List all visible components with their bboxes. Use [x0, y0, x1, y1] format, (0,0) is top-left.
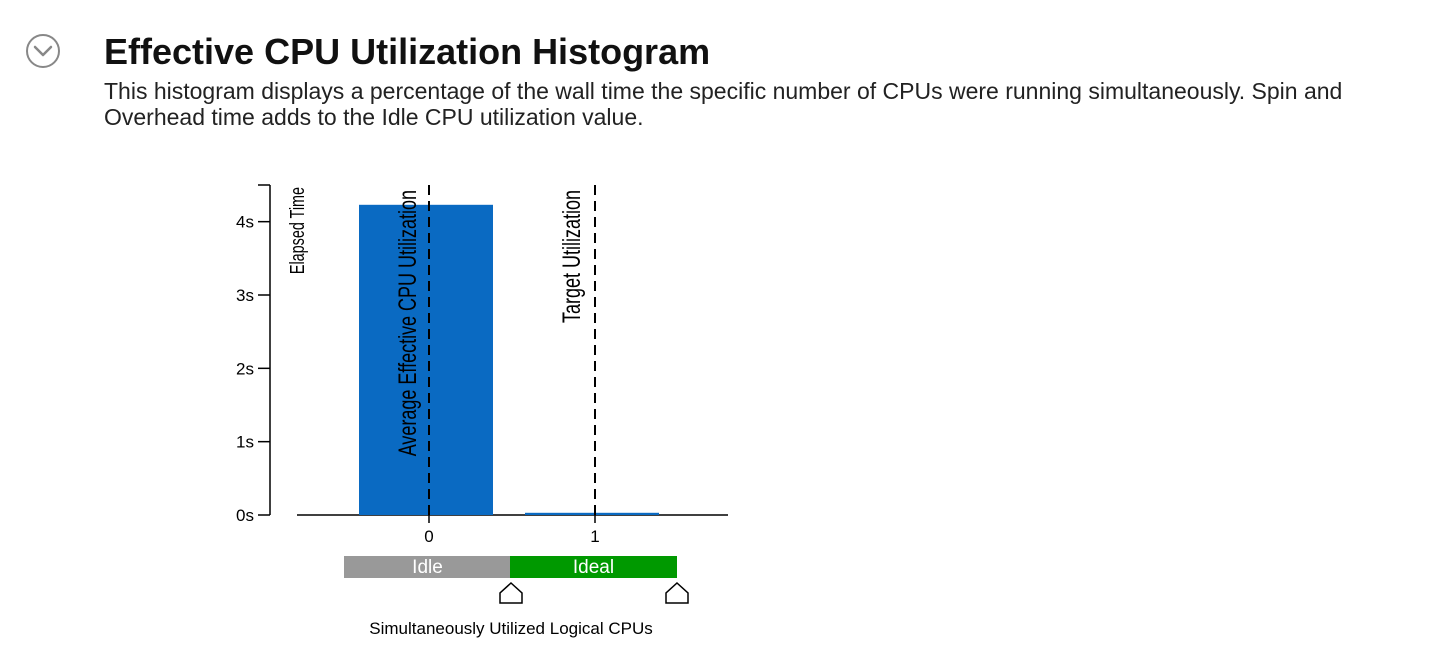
section-description: This histogram displays a percentage of …	[104, 78, 1343, 130]
x-axis-label: Simultaneously Utilized Logical CPUs	[369, 619, 652, 638]
threshold-handle-icon[interactable]	[499, 581, 523, 604]
x-tick-label: 1	[590, 527, 599, 546]
y-tick-label: 0s	[236, 506, 254, 525]
histogram-bar-0	[359, 204, 493, 516]
y-tick-label: 3s	[236, 286, 254, 305]
band-idle	[344, 556, 511, 578]
band-ideal	[510, 556, 677, 578]
section-title: Effective CPU Utilization Histogram	[104, 31, 711, 72]
chevron-down-circle-icon[interactable]	[24, 32, 62, 70]
band-label: Ideal	[573, 557, 614, 578]
band-label: Idle	[412, 557, 443, 578]
y-tick-label: 2s	[236, 359, 254, 378]
threshold-handle-icon[interactable]	[665, 581, 689, 604]
y-axis-label: Elapsed Time	[286, 187, 309, 274]
x-tick-label: 0	[424, 527, 433, 546]
histogram-bar-1	[525, 512, 659, 515]
reference-line-label: Average Effective CPU Utilization	[393, 190, 422, 456]
y-tick-label: 1s	[236, 433, 254, 452]
y-tick-label: 4s	[236, 213, 254, 232]
reference-line-label: Target Utilization	[557, 190, 586, 323]
